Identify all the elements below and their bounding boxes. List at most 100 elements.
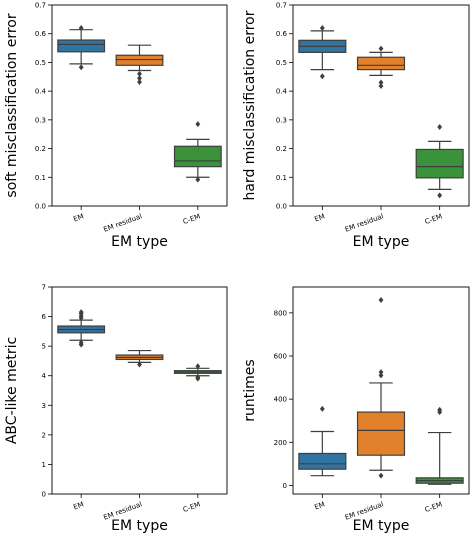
box-1 [298,405,347,477]
outlier-point [378,369,384,376]
box-body [298,452,347,470]
x-tick-label: EM [313,212,326,223]
y-tick-label: 6 [42,313,47,321]
x-tick-label: EM [313,500,326,511]
box-body [356,411,406,456]
x-tick-label: C-EM [424,500,444,514]
y-tick-label: 0.1 [35,174,46,182]
outlier-point [378,79,384,86]
box-body [356,56,406,71]
y-tick-label: 0.3 [276,116,287,124]
y-tick-label: 0 [283,482,287,490]
y-tick-label: 0.7 [276,2,287,10]
outlier-point [78,309,84,316]
y-tick-label: 0.4 [35,88,47,96]
outlier-point [378,372,384,379]
y-tick-label: 200 [274,439,287,447]
y-tick-label: 0.1 [276,174,287,182]
outlier-point [137,78,142,85]
box-body [173,145,222,168]
outlier-point [137,75,142,82]
outlier-point [437,192,443,199]
box-1 [57,24,106,71]
x-tick-label: EM [72,212,85,223]
y-axis-label: ABC-like metric [4,337,20,444]
outlier-point [378,82,384,89]
x-axis-label: EM type [111,518,168,534]
y-tick-label: 0.2 [35,145,46,153]
box-2 [115,349,164,368]
box-body [415,148,464,179]
chart-panel-2: 0.0 0.1 0.2 0.3 0.4 0.5 0.6 0.7 EM EM residual C-E… [242,2,470,250]
y-tick-label: 4 [42,372,47,380]
x-tick-label: C-EM [424,212,444,226]
y-axis-label: hard misclassification error [242,10,258,200]
x-axis-label: EM type [353,234,410,250]
x-tick-label: EM [72,500,85,511]
x-axis-label: EM type [111,234,168,250]
outlier-point [437,406,443,413]
y-tick-label: 0.0 [35,203,46,211]
box-2 [356,296,406,479]
x-axis-label: EM type [353,518,410,534]
outlier-point [437,124,443,131]
y-tick-label: 0.7 [35,2,46,10]
box-3 [415,124,464,199]
box-3 [173,363,222,382]
y-tick-label: 600 [274,353,287,361]
y-tick-label: 5 [42,343,46,351]
outlier-point [378,45,384,52]
outlier-point [78,339,84,346]
y-tick-label: 7 [42,284,46,292]
y-axis-label: soft misclassification error [4,13,20,197]
x-tick-label: C-EM [182,500,202,514]
y-tick-label: 0.6 [276,30,288,38]
y-tick-label: 3 [42,402,46,410]
outlier-point [195,176,201,183]
x-tick-label: EM residual [102,212,143,233]
plot-frame [51,286,228,495]
box-2 [115,44,164,85]
x-tick-label: EM residual [344,212,385,233]
y-tick-label: 0.0 [276,203,287,211]
outlier-point [78,64,84,71]
outlier-point [137,70,142,77]
y-tick-label: 0.6 [35,30,47,38]
y-tick-label: 0.5 [35,59,46,67]
outlier-point [319,73,325,80]
y-tick-label: 2 [42,431,46,439]
outlier-point [78,24,84,31]
box-1 [57,309,106,348]
y-tick-label: 0 [42,491,46,499]
plot-frame [292,4,470,207]
chart-panel-1: 0.0 0.1 0.2 0.3 0.4 0.5 0.6 0.7 EM EM residual C-E… [4,2,228,250]
outlier-point [319,24,325,31]
outlier-point [319,405,325,412]
plot-frame [292,286,470,495]
y-tick-label: 0.4 [276,88,288,96]
outlier-point [195,363,201,370]
x-tick-label: C-EM [182,212,202,226]
box-body [57,39,106,53]
y-axis-label: runtimes [242,359,258,421]
outlier-point [378,296,384,303]
box-3 [173,121,222,183]
box-body [115,54,164,66]
y-tick-label: 1 [42,461,46,469]
outlier-point [195,121,201,128]
outlier-point [137,361,142,368]
box-3 [415,406,464,485]
y-tick-label: 400 [274,396,287,404]
y-tick-label: 0.3 [35,116,46,124]
box-2 [356,45,406,89]
plot-frame [51,4,228,207]
outlier-point [195,374,201,381]
y-tick-label: 0.2 [276,145,287,153]
y-tick-label: 0.5 [276,59,287,67]
box-1 [298,24,347,80]
outlier-point [378,472,384,479]
y-tick-label: 800 [274,309,287,317]
